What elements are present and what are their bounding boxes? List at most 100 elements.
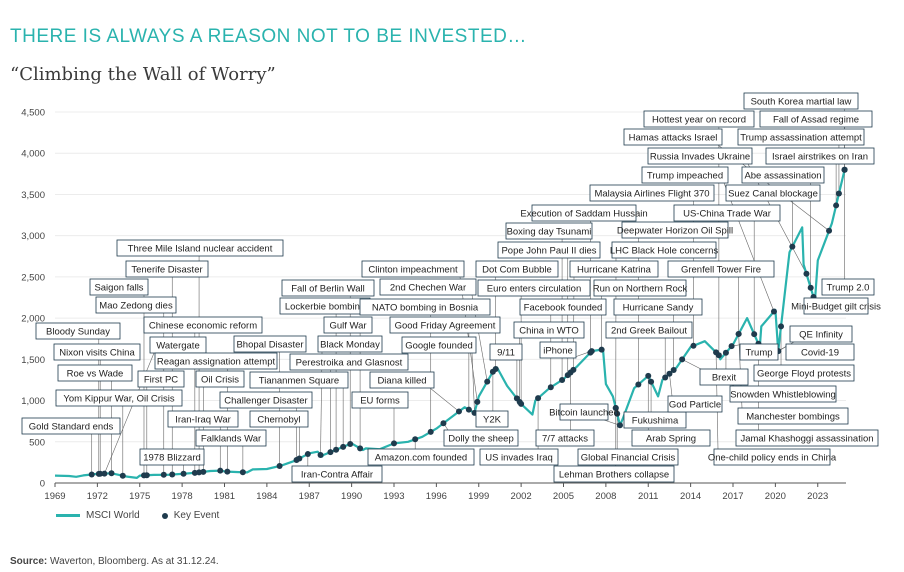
event-label: Gulf War [329,321,366,332]
event-box: Suez Canal blockage [725,184,821,202]
event-box: Global Financial Crisis [577,448,679,466]
event-marker [617,422,623,429]
event-box-frame [725,184,821,202]
event-box-frame [443,429,519,447]
event-box: Arab Spring [631,429,711,447]
x-tick-label: 2017 [722,491,743,502]
event-leader-line [723,182,775,312]
event-box: Facebook founded [519,298,607,316]
event-label: Fall of Assad regime [773,115,859,126]
event-box-frame [589,184,715,202]
event-label: 2nd Greek Bailout [611,326,687,337]
event-marker [535,395,542,402]
event-marker [317,451,324,458]
x-tick-label: 1969 [44,491,65,502]
event-box-frame [21,417,121,435]
event-marker [598,346,605,353]
event-box: Amazon.com founded [367,448,475,466]
event-box: Trump impeached [641,166,729,184]
event-marker [412,436,419,443]
event-box-frame [743,92,859,110]
event-boxes: Gold Standard ends Bloody Sunday Saigon fa… [21,92,881,483]
event-label: Iran-Iraq War [175,415,231,426]
event-label: Run on Northern Rock [593,284,688,295]
event-marker [347,441,354,448]
y-tick-label: 4,500 [21,108,45,119]
event-marker [492,365,499,372]
event-box-frame [535,429,595,447]
event-box-frame [741,166,825,184]
event-marker [735,330,742,337]
event-box: Chinese economic reform [143,316,263,334]
event-box-frame [143,316,263,334]
event-marker [670,367,677,374]
event-label: Fall of Berlin Wall [291,284,365,295]
event-box-frame [539,341,577,359]
event-label: 7/7 attacks [542,434,588,445]
event-box: NATO bombing in Bosnia [359,298,491,316]
event-label: Arab Spring [646,434,696,445]
event-label: Mao Zedong dies [99,301,173,312]
event-label: Covid-19 [801,348,839,359]
event-label: NATO bombing in Bosnia [372,303,479,314]
event-label: One-child policy ends in China [708,453,837,464]
event-box: Chernobyl [249,410,309,428]
event-label: Euro enters circulation [487,284,582,295]
event-box-frame [647,147,753,165]
event-label: Oil Crisis [201,375,239,386]
event-box: Grenfell Tower Fire [667,260,775,278]
event-box: Bhopal Disaster [233,335,307,353]
event-marker [239,469,246,476]
event-box: Iran-Iraq War [167,410,239,428]
event-box-frame [489,343,523,361]
event-box: Trump 2.0 [821,278,875,296]
event-box: South Korea martial law [743,92,859,110]
event-box-frame [673,204,781,222]
event-label: Challenger Disaster [224,396,307,407]
event-box-frame [713,448,831,466]
event-marker [465,406,472,413]
event-box-frame [699,368,749,386]
event-box: Yom Kippur War, Oil Crisis [55,389,183,407]
event-box: 2nd Chechen War [379,278,477,296]
event-marker [728,343,735,350]
event-box: Diana killed [369,371,435,389]
event-marker [427,428,434,435]
event-box-frame [281,279,375,297]
event-box: Hurricane Sandy [613,298,703,316]
event-marker [455,408,462,415]
event-marker [97,470,104,477]
event-marker [833,202,840,209]
event-marker [826,227,833,234]
event-label: Grenfell Tower Fire [681,265,761,276]
event-label: Trump impeached [647,171,723,182]
x-tick-label: 1993 [383,491,404,502]
x-tick-label: 1996 [426,491,447,502]
event-label: Boxing day Tsunami [507,227,592,238]
event-box: God Particle [667,395,723,413]
event-marker [570,366,577,373]
event-box: Dolly the sheep [443,429,519,447]
x-tick-label: 2002 [511,491,532,502]
event-box-frame [519,298,607,316]
event-marker [169,471,176,478]
event-marker [101,470,108,477]
event-label: Trump [745,348,772,359]
event-marker [679,356,686,363]
event-box-frame [95,296,177,314]
event-label: China in WTO [519,326,578,337]
event-box-frame [765,147,875,165]
event-box: Iran-Contra Affair [291,465,383,483]
event-box-frame [531,204,637,222]
event-box: Trump [739,343,779,361]
event-box: Nixon visits China [53,343,141,361]
event-label: God Particle [669,400,721,411]
event-box-frame [125,260,209,278]
event-box-frame [167,410,239,428]
event-label: Roe vs Wade [67,369,124,380]
event-label: 1978 Blizzard [143,453,201,464]
event-box-frame [737,407,849,425]
event-marker [88,471,95,478]
event-label: Abe assassination [744,171,821,182]
event-label: Dolly the sheep [448,434,513,445]
